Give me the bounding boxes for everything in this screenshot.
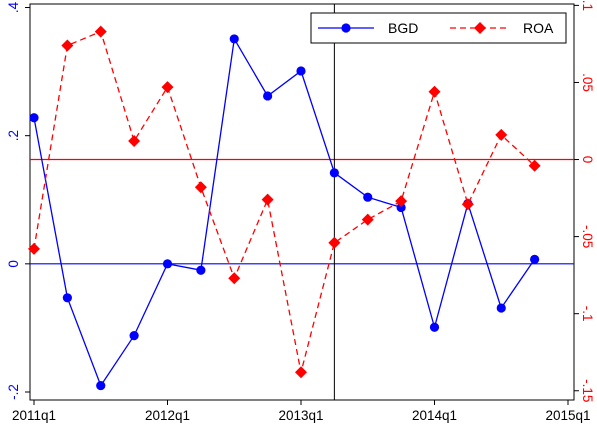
series-layer (28, 25, 541, 391)
y2-tick-label: -.15 (580, 379, 595, 402)
data-point-roa-2011q2 (61, 39, 74, 52)
x-tick-label: 2012q1 (145, 408, 190, 423)
reference-lines (30, 4, 574, 400)
data-point-roa-2011q1 (28, 242, 41, 255)
data-point-roa-2014q4 (528, 159, 541, 172)
x-tick-label: 2014q1 (412, 408, 457, 423)
data-point-roa-2012q1 (161, 81, 174, 94)
x-tick-label: 2013q1 (278, 408, 323, 423)
data-point-bgd-2012q2 (196, 265, 206, 275)
y-tick-label: .2 (6, 130, 21, 141)
data-point-roa-2011q3 (94, 25, 107, 38)
data-point-roa-2013q2 (328, 236, 341, 249)
y2-tick-label: .1 (580, 0, 595, 11)
legend-label-bgd: BGD (388, 20, 418, 36)
data-point-bgd-2013q3 (363, 192, 373, 202)
data-point-roa-2011q4 (128, 135, 141, 148)
data-point-bgd-2014q3 (496, 303, 506, 313)
data-point-bgd-2011q4 (129, 331, 139, 341)
y2-tick-label: -.05 (580, 225, 595, 248)
data-point-bgd-2013q2 (329, 168, 339, 178)
y-tick-label: -.2 (6, 384, 21, 400)
y2-tick-label: .05 (580, 73, 595, 92)
data-point-roa-2013q3 (361, 213, 374, 226)
plot-frame (29, 3, 575, 401)
data-point-bgd-2012q4 (263, 91, 273, 101)
series-bgd (29, 34, 540, 391)
legend-marker-roa (474, 22, 486, 34)
data-point-bgd-2012q3 (229, 34, 239, 44)
data-point-roa-2012q4 (261, 193, 274, 206)
data-point-bgd-2012q1 (162, 259, 173, 269)
legend-label-roa: ROA (523, 20, 554, 36)
data-point-bgd-2013q4 (396, 202, 406, 213)
series-roa (28, 25, 541, 379)
y-tick-label: 0 (6, 260, 21, 268)
data-point-bgd-2014q4 (530, 254, 540, 264)
data-point-roa-2014q1 (428, 85, 441, 98)
legend-item-roa: ROA (450, 20, 554, 36)
data-point-roa-2013q1 (294, 366, 307, 379)
data-point-bgd-2013q1 (296, 66, 306, 76)
data-point-roa-2014q3 (495, 128, 508, 141)
data-point-roa-2014q2 (461, 198, 474, 211)
plot-border (29, 3, 575, 401)
legend-item-bgd: BGD (318, 20, 418, 36)
series-line-bgd (33, 36, 536, 388)
y-tick-label: .4 (6, 1, 21, 13)
data-point-roa-2013q4 (395, 195, 408, 208)
data-point-roa-2012q3 (228, 272, 241, 285)
axes: -.2 0 .2 .4 -.15 -.1 -.05 0 .05 .1 2011q1 2012q1 201… (6, 0, 595, 423)
legend-marker-bgd (341, 23, 351, 33)
data-point-bgd-2011q3 (96, 380, 106, 391)
y2-tick-label: 0 (580, 156, 595, 164)
x-tick-label: 2015q1 (545, 408, 590, 423)
data-point-bgd-2014q1 (429, 322, 440, 332)
data-point-roa-2012q2 (194, 181, 207, 194)
data-point-bgd-2011q2 (62, 293, 72, 303)
data-point-bgd-2011q1 (29, 113, 39, 123)
series-line-roa (33, 30, 536, 373)
y2-tick-label: -.1 (580, 306, 595, 322)
x-tick-label: 2011q1 (12, 408, 56, 423)
legend: BGD ROA (310, 12, 567, 44)
